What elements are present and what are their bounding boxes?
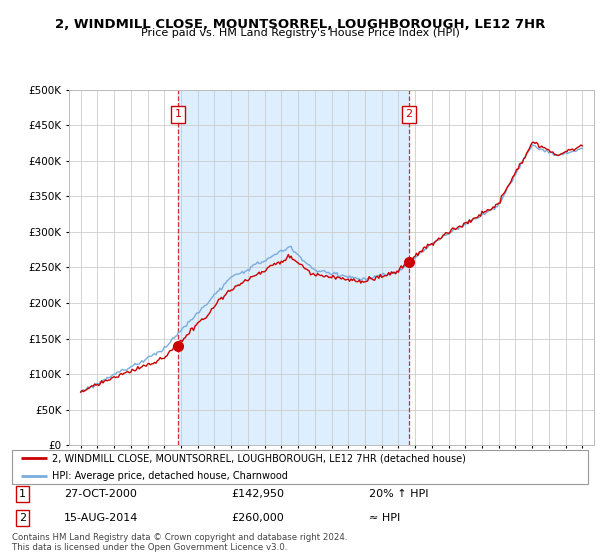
Text: 27-OCT-2000: 27-OCT-2000 — [64, 489, 137, 500]
Text: This data is licensed under the Open Government Licence v3.0.: This data is licensed under the Open Gov… — [12, 543, 287, 552]
Bar — [178, 90, 409, 445]
Text: £260,000: £260,000 — [231, 513, 284, 523]
Text: HPI: Average price, detached house, Charnwood: HPI: Average price, detached house, Char… — [52, 471, 288, 480]
Text: 20% ↑ HPI: 20% ↑ HPI — [369, 489, 428, 500]
Text: £142,950: £142,950 — [231, 489, 284, 500]
Text: 2: 2 — [405, 110, 412, 119]
Text: 2, WINDMILL CLOSE, MOUNTSORREL, LOUGHBOROUGH, LE12 7HR (detached house): 2, WINDMILL CLOSE, MOUNTSORREL, LOUGHBOR… — [52, 454, 466, 463]
Text: 1: 1 — [19, 489, 26, 500]
Text: 15-AUG-2014: 15-AUG-2014 — [64, 513, 138, 523]
Text: 2: 2 — [19, 513, 26, 523]
Text: 1: 1 — [175, 110, 182, 119]
Text: Price paid vs. HM Land Registry's House Price Index (HPI): Price paid vs. HM Land Registry's House … — [140, 28, 460, 38]
Text: Contains HM Land Registry data © Crown copyright and database right 2024.: Contains HM Land Registry data © Crown c… — [12, 533, 347, 542]
Text: 2, WINDMILL CLOSE, MOUNTSORREL, LOUGHBOROUGH, LE12 7HR: 2, WINDMILL CLOSE, MOUNTSORREL, LOUGHBOR… — [55, 18, 545, 31]
FancyBboxPatch shape — [12, 450, 588, 484]
Text: ≈ HPI: ≈ HPI — [369, 513, 400, 523]
